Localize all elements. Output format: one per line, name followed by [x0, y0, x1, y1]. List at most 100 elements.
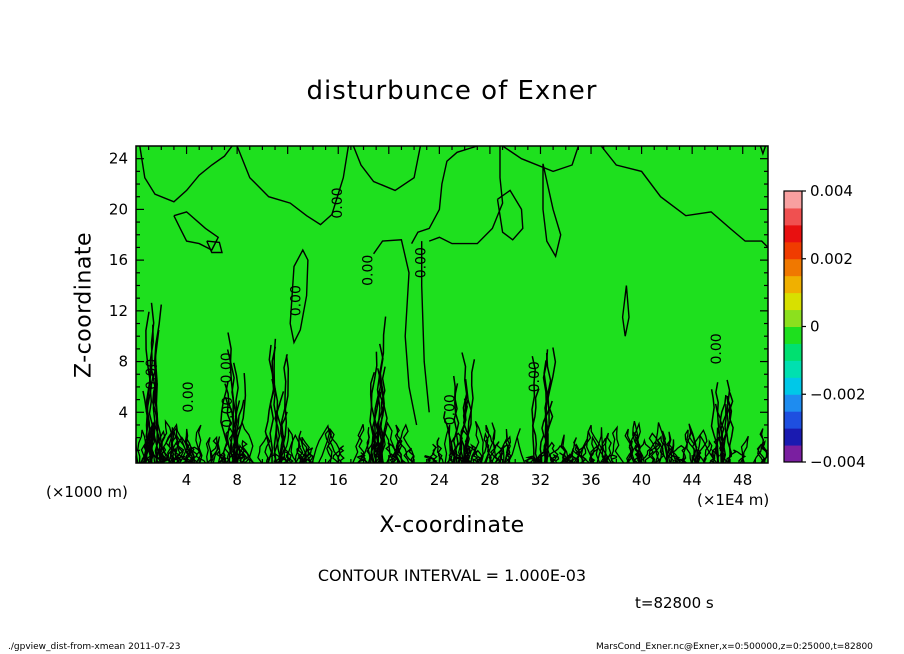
y-axis-label: Z-coordinate — [71, 232, 97, 378]
contour-line — [271, 346, 283, 464]
contour-line — [544, 352, 552, 464]
contour-label: 0.00 — [413, 247, 429, 278]
contour-line — [139, 145, 233, 203]
contour-line — [507, 428, 526, 464]
contour-line — [496, 189, 524, 241]
contour-line — [505, 435, 512, 464]
contour-line — [279, 354, 288, 464]
x-tick-label: 44 — [683, 471, 702, 489]
contour-line — [724, 449, 747, 464]
contour-line — [739, 435, 749, 464]
contour-line — [390, 424, 404, 464]
contour-line — [452, 375, 458, 464]
colorbar-segment — [784, 241, 802, 260]
contour-line — [311, 424, 330, 464]
contour-line — [428, 146, 504, 245]
contour-line — [303, 447, 314, 464]
y-tick-label: 8 — [118, 353, 128, 371]
contour-line — [549, 444, 568, 464]
y-tick-label: 12 — [109, 302, 128, 320]
contour-line — [684, 429, 695, 464]
x-tick-label: 40 — [632, 471, 651, 489]
contour-line — [655, 422, 668, 464]
colorbar-tick-label: −0.002 — [810, 385, 866, 403]
contour-line — [569, 437, 581, 464]
contour-line — [241, 439, 251, 464]
contour-line — [714, 403, 724, 464]
contour-line — [542, 163, 562, 259]
footer-left: ./gpview_dist-from-xmean 2011-07-23 — [8, 642, 181, 652]
x-tick-label: 28 — [480, 471, 499, 489]
contour-line — [236, 373, 247, 464]
contour-line — [137, 429, 147, 464]
colorbar-segment — [784, 292, 802, 311]
contour-line — [462, 398, 470, 464]
contour-line — [560, 434, 569, 464]
contour-line — [752, 428, 768, 464]
contour-line — [286, 433, 300, 464]
contour-line — [600, 145, 769, 248]
contour-line — [373, 239, 418, 426]
contour-line — [502, 145, 580, 173]
contour-line — [544, 347, 557, 464]
contour-line — [224, 396, 235, 464]
contour-line — [173, 211, 220, 251]
x-tick-label: 4 — [182, 471, 192, 489]
contour-line — [283, 426, 298, 464]
colorbar-segment — [784, 326, 802, 344]
contour-line — [143, 324, 154, 464]
contour-line — [667, 444, 687, 464]
contour-line — [232, 399, 245, 464]
contour-line — [332, 445, 345, 464]
contour-line — [710, 389, 720, 464]
contour-line — [543, 360, 550, 464]
contour-line — [184, 428, 196, 464]
contour-line — [154, 329, 160, 394]
contour-line — [688, 429, 699, 464]
contour-line — [632, 431, 644, 464]
colorbar-segment — [784, 191, 802, 209]
contour-line — [712, 427, 721, 464]
contour-line — [443, 411, 455, 464]
colorbar-segment — [784, 377, 802, 395]
x-secondary-unit-label: (×1E4 m) — [697, 491, 770, 509]
contour-line — [369, 351, 378, 464]
contour-labels: 0.00 0.00 0.00 0.00 0.00 0.00 0.00 0.00 0.00 0.00… — [144, 187, 725, 427]
footer-right: MarsCond_Exner.nc@Exner,x=0:500000,z=0:2… — [596, 642, 873, 652]
contour-line — [403, 447, 415, 464]
contour-line — [156, 455, 173, 464]
contour-line — [494, 444, 505, 464]
contour-label: 0.00 — [330, 187, 346, 218]
colorbar-segment — [784, 258, 802, 277]
x-tick-label: 24 — [430, 471, 449, 489]
contour-line — [759, 145, 767, 156]
contour-label: 0.00 — [288, 285, 304, 316]
contour-line — [175, 440, 185, 464]
contour-line — [703, 439, 713, 464]
x-unit-label: (×1000 m) — [46, 483, 128, 501]
x-tick-label: 32 — [531, 471, 550, 489]
contour-line — [373, 375, 382, 464]
contour-line — [352, 424, 368, 464]
contour-line — [633, 444, 643, 464]
contour-line — [148, 364, 154, 464]
contour-label: 0.00 — [709, 333, 725, 364]
colorbar-segment — [784, 224, 802, 243]
contour-line — [165, 425, 180, 464]
contour-line — [168, 427, 175, 464]
chart-title: disturbunce of Exner — [306, 76, 598, 106]
contour-label: 0.00 — [360, 255, 376, 286]
x-tick-label: 12 — [278, 471, 297, 489]
contour-line — [352, 145, 422, 192]
contour-line — [601, 454, 618, 464]
contour-label: 0.00 — [220, 397, 236, 428]
x-tick-label: 8 — [232, 471, 242, 489]
contour-label: 0.00 — [443, 394, 459, 425]
contour-line — [539, 407, 551, 464]
contour-line — [573, 424, 608, 464]
contour-line — [236, 145, 350, 226]
colorbar-segment — [784, 445, 802, 463]
contour-line — [324, 427, 343, 464]
contour-line — [421, 241, 430, 413]
contour-line — [531, 388, 540, 464]
